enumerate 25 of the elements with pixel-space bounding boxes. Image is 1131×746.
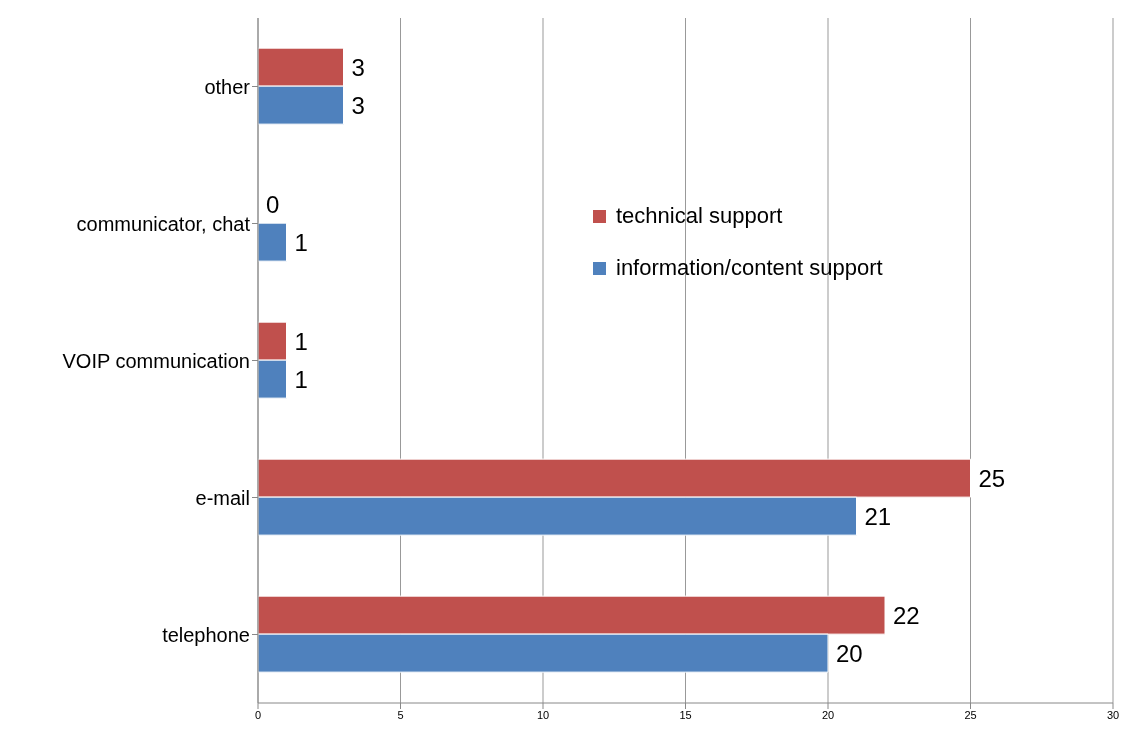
data-label: 3 xyxy=(351,92,365,120)
data-label: 1 xyxy=(294,327,308,355)
y-tick-label: other xyxy=(204,75,251,98)
y-tick-label: telephone xyxy=(162,623,250,646)
data-label: 1 xyxy=(294,366,308,394)
data-label: 20 xyxy=(836,640,863,668)
x-tick-label: 30 xyxy=(1106,708,1120,721)
x-tick-label: 20 xyxy=(821,708,835,721)
y-tick-label: VOIP communication xyxy=(62,349,250,372)
x-tick-label: 0 xyxy=(254,708,262,721)
x-tick-label: 15 xyxy=(679,708,692,721)
legend-label: information/content support xyxy=(616,255,883,281)
x-tick-label: 10 xyxy=(536,708,550,721)
y-tick-label: e-mail xyxy=(195,486,250,509)
bar xyxy=(258,222,287,262)
data-label: 0 xyxy=(266,190,280,218)
x-tick-label: 5 xyxy=(397,708,404,721)
data-label: 3 xyxy=(351,53,365,81)
data-label: 25 xyxy=(978,464,1006,492)
legend-label: technical support xyxy=(616,203,783,229)
data-label: 22 xyxy=(893,601,920,629)
data-label: 21 xyxy=(864,503,892,531)
data-label: 1 xyxy=(294,229,308,257)
y-tick-label: communicator, chat xyxy=(76,212,251,235)
x-tick-label: 25 xyxy=(964,708,977,721)
